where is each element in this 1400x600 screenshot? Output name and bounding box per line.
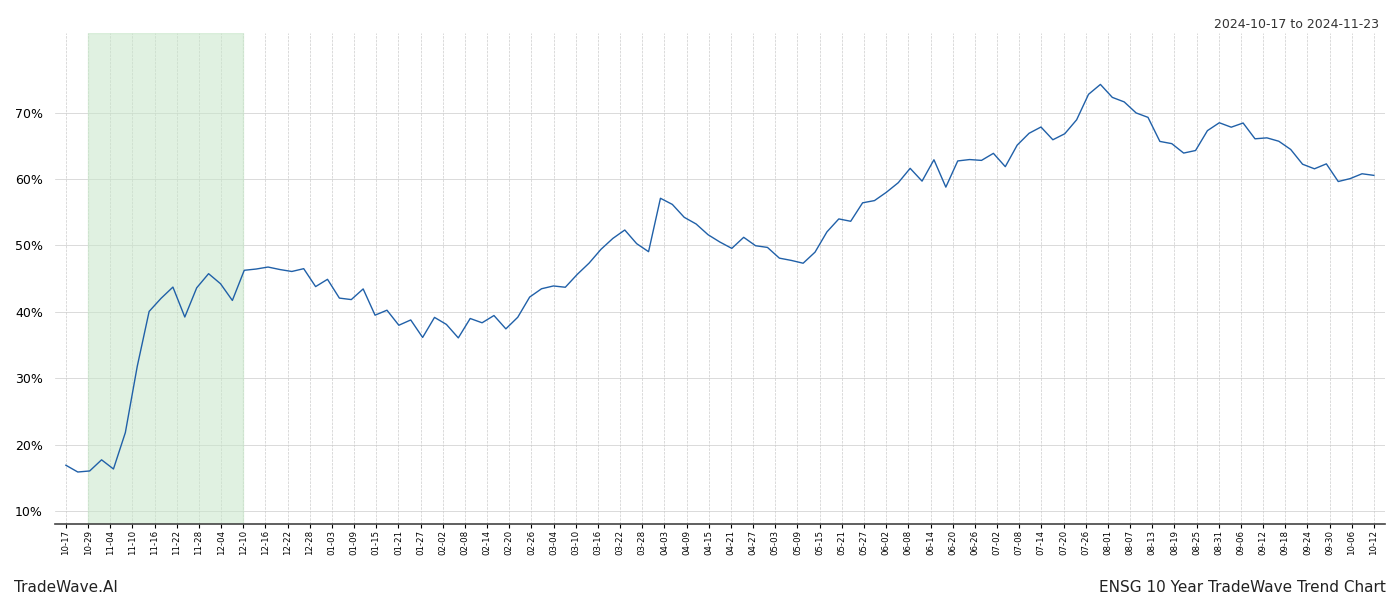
- Text: TradeWave.AI: TradeWave.AI: [14, 580, 118, 595]
- Text: ENSG 10 Year TradeWave Trend Chart: ENSG 10 Year TradeWave Trend Chart: [1099, 580, 1386, 595]
- Bar: [88, 33, 244, 524]
- Text: 2024-10-17 to 2024-11-23: 2024-10-17 to 2024-11-23: [1214, 18, 1379, 31]
